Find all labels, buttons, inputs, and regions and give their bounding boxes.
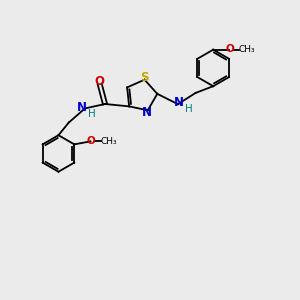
Text: O: O [87, 136, 95, 146]
Text: O: O [226, 44, 234, 54]
Text: CH₃: CH₃ [100, 136, 117, 146]
Text: N: N [142, 106, 152, 119]
Text: S: S [141, 71, 149, 84]
Text: O: O [94, 74, 104, 88]
Text: CH₃: CH₃ [238, 45, 255, 54]
Text: N: N [76, 101, 86, 114]
Text: H: H [88, 109, 95, 119]
Text: H: H [185, 103, 193, 114]
Text: N: N [174, 96, 184, 109]
